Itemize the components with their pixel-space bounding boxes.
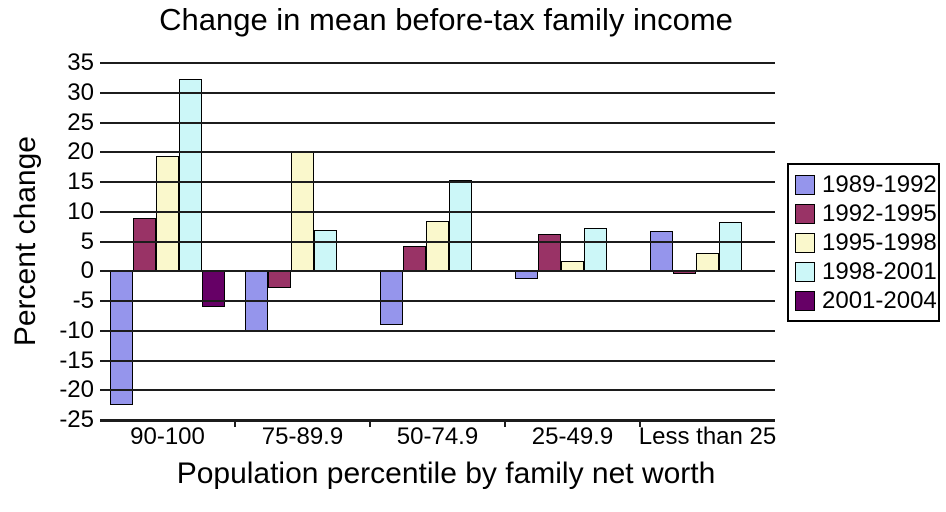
y-tick-label: 35 <box>67 49 94 76</box>
bar <box>202 271 225 307</box>
legend-swatch <box>795 203 815 224</box>
legend-swatch <box>795 174 815 195</box>
bar <box>650 231 673 271</box>
x-axis-tick <box>639 419 641 427</box>
x-category-label: 90-100 <box>130 423 205 450</box>
x-axis-tick <box>369 419 371 427</box>
y-tick-label: 15 <box>67 168 94 195</box>
legend-swatch <box>795 232 815 253</box>
y-tick-label: 30 <box>67 78 94 106</box>
legend-label: 2001-2004 <box>822 286 937 314</box>
chart-title: Change in mean before-tax family income <box>159 2 733 37</box>
legend-label: 1989-1992 <box>822 170 937 198</box>
bar <box>314 230 337 271</box>
legend-item: 1989-1992 <box>795 170 937 199</box>
bar <box>449 180 472 271</box>
gridline <box>100 330 775 332</box>
gridline <box>100 62 775 64</box>
bar <box>696 253 719 271</box>
bar <box>515 271 538 279</box>
bar <box>291 151 314 271</box>
y-tick-label: -10 <box>59 316 94 344</box>
plot-area <box>100 62 775 422</box>
legend-item: 2001-2004 <box>795 286 937 315</box>
legend-label: 1995-1998 <box>822 228 937 256</box>
legend: 1989-1992 1992-1995 1995-1998 1998-2001 2001… <box>787 163 940 322</box>
bar <box>245 271 268 332</box>
bar <box>538 234 561 271</box>
bar <box>561 261 584 272</box>
legend-item: 1992-1995 <box>795 199 937 228</box>
gridline <box>100 360 775 362</box>
bar <box>268 271 291 288</box>
y-tick-label: 0 <box>80 257 94 285</box>
bar <box>380 271 403 325</box>
legend-label: 1992-1995 <box>822 199 937 227</box>
y-tick-label: -25 <box>59 406 94 433</box>
legend-swatch <box>795 290 815 311</box>
y-tick-label: 5 <box>80 227 94 255</box>
bar <box>403 246 426 272</box>
gridline <box>100 389 775 391</box>
x-category-label: Less than 25 <box>638 423 777 450</box>
y-tick-label: -15 <box>59 346 94 374</box>
y-tick-label: 10 <box>67 197 94 225</box>
x-category-label: 50-74.9 <box>396 423 479 450</box>
y-tick-label: 20 <box>67 138 94 166</box>
bar <box>110 271 133 405</box>
legend-item: 1998-2001 <box>795 257 937 286</box>
y-tick-label: -20 <box>59 376 94 404</box>
x-axis-tick <box>504 419 506 427</box>
bar <box>133 218 156 271</box>
bar <box>719 222 742 271</box>
gridline <box>100 419 775 422</box>
y-tick-label: 25 <box>67 108 94 136</box>
y-tick-label: -5 <box>72 287 94 314</box>
bar <box>426 221 449 272</box>
x-category-label: 75-89.9 <box>261 423 344 450</box>
bar <box>156 156 179 271</box>
bar <box>584 228 607 271</box>
x-axis-tick <box>234 419 236 427</box>
x-category-label: 25-49.9 <box>531 423 614 450</box>
legend-swatch <box>795 261 815 282</box>
bar <box>179 79 202 271</box>
x-axis-title: Population percentile by family net wort… <box>176 457 716 490</box>
legend-label: 1998-2001 <box>822 257 937 285</box>
bar <box>673 271 696 274</box>
legend-item: 1995-1998 <box>795 228 937 257</box>
